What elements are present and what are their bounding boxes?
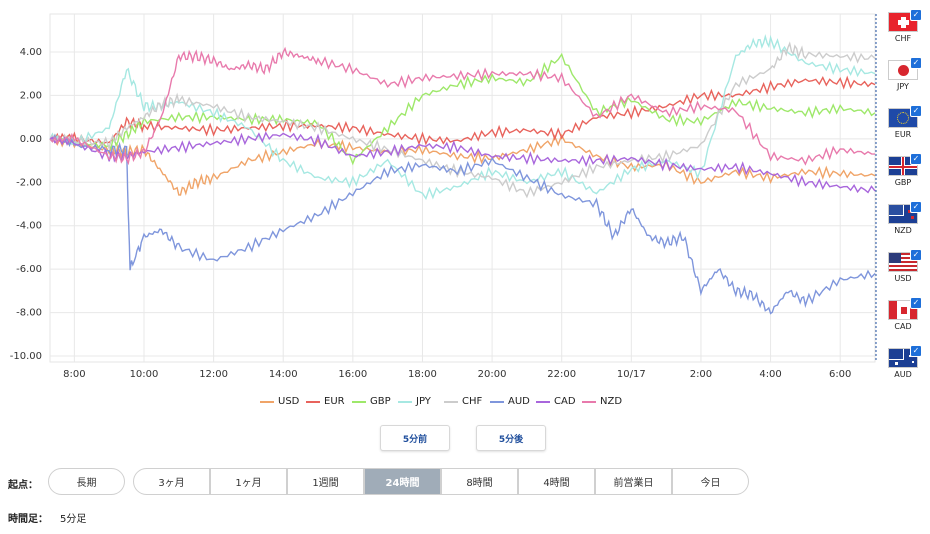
chart-series [49, 33, 876, 315]
prev-5min-button[interactable]: 5分前 [380, 425, 450, 451]
flag-toggle-nzd[interactable]: ✓ NZD [886, 201, 922, 235]
flag-toggle-eur[interactable]: ✓ EUR [886, 105, 922, 139]
legend-item-cad[interactable]: CAD [536, 396, 576, 407]
legend-label: AUD [508, 396, 530, 407]
y-axis-ticks: 4.00 2.00 0.00 -2.00 -4.00 -6.00 -8.00 -10.00 [10, 47, 42, 362]
legend-label: GBP [370, 396, 391, 407]
currency-strength-chart: 4.00 2.00 0.00 -2.00 -4.00 -6.00 -8.00 -10.00 8… [10, 13, 877, 380]
series-line-nzd [49, 46, 876, 166]
legend-item-chf[interactable]: CHF [444, 396, 482, 407]
legend-swatch [398, 400, 412, 403]
checked-icon: ✓ [910, 345, 922, 357]
series-line-cad [49, 131, 876, 194]
legend-swatch [444, 400, 458, 403]
y-tick-label: -4.00 [16, 221, 42, 232]
y-tick-label: 2.00 [20, 90, 42, 101]
legend-item-usd[interactable]: USD [260, 396, 299, 407]
start-label: 起点： [8, 480, 38, 491]
flag-code-label: GBP [894, 178, 912, 187]
legend-label: NZD [600, 396, 623, 407]
interval-label: 時間足： [8, 514, 48, 525]
legend-item-gbp[interactable]: GBP [352, 396, 391, 407]
range-option-button[interactable]: 1ヶ月 [210, 468, 287, 495]
flag-toggle-gbp[interactable]: ✓ GBP [886, 153, 922, 187]
legend-item-nzd[interactable]: NZD [582, 396, 622, 407]
legend-label: JPY [416, 396, 431, 407]
y-tick-label: -10.00 [10, 351, 42, 362]
checked-icon: ✓ [910, 297, 922, 309]
x-tick-label: 20:00 [478, 369, 507, 380]
series-line-gbp [49, 52, 876, 166]
chart-legend: USD EUR GBP JPY CHF AUD CAD NZD [250, 396, 650, 410]
y-tick-label: -6.00 [16, 264, 42, 275]
range-option-button[interactable]: 8時間 [441, 468, 518, 495]
x-tick-label: 10/17 [617, 369, 646, 380]
flag-toggle-aud[interactable]: ✓ AUD [886, 345, 922, 379]
x-tick-label: 4:00 [759, 369, 781, 380]
checked-icon: ✓ [910, 201, 922, 213]
x-axis-ticks: 8:00 10:00 12:00 14:00 16:00 18:00 20:00 22:00 1… [63, 369, 851, 380]
flag-code-label: CHF [894, 34, 912, 43]
x-tick-label: 16:00 [338, 369, 367, 380]
x-tick-label: 10:00 [130, 369, 159, 380]
x-tick-label: 18:00 [408, 369, 437, 380]
series-line-jpy [49, 33, 876, 201]
legend-swatch [582, 400, 596, 403]
series-line-usd [49, 133, 876, 196]
legend-swatch [352, 400, 366, 403]
y-tick-label: -8.00 [16, 308, 42, 319]
legend-label: USD [278, 396, 300, 407]
range-option-button[interactable]: 今日 [672, 468, 749, 495]
flag-code-label: NZD [894, 226, 912, 235]
flag-code-label: USD [894, 274, 912, 283]
legend-item-aud[interactable]: AUD [490, 396, 530, 407]
next-5min-button[interactable]: 5分後 [476, 425, 546, 451]
range-option-button[interactable]: 24時間 [364, 468, 441, 495]
range-option-button[interactable]: 長期 [48, 468, 125, 495]
interval-value: 5分足 [60, 514, 87, 525]
legend-label: CAD [554, 396, 576, 407]
flag-code-label: EUR [894, 130, 912, 139]
legend-swatch [536, 400, 550, 403]
x-tick-label: 22:00 [547, 369, 576, 380]
legend-item-jpy[interactable]: JPY [398, 396, 431, 407]
checked-icon: ✓ [910, 105, 922, 117]
currency-flag-selector: ✓ CHF ✓ JPY ✓ EUR ✓ GBP ✓ NZD ✓ USD ✓ CAD ✓ AUD [876, 8, 930, 388]
y-tick-label: 4.00 [20, 47, 42, 58]
legend-swatch [260, 400, 274, 403]
range-option-button[interactable]: 4時間 [518, 468, 595, 495]
x-tick-label: 8:00 [63, 369, 85, 380]
flag-code-label: JPY [897, 82, 909, 91]
legend-label: CHF [462, 396, 483, 407]
range-option-button[interactable]: 前営業日 [595, 468, 672, 495]
y-tick-label: 0.00 [20, 134, 42, 145]
range-option-button[interactable]: 1週間 [287, 468, 364, 495]
checked-icon: ✓ [910, 57, 922, 69]
flag-toggle-chf[interactable]: ✓ CHF [886, 9, 922, 43]
x-tick-label: 2:00 [690, 369, 712, 380]
checked-icon: ✓ [910, 153, 922, 165]
flag-toggle-usd[interactable]: ✓ USD [886, 249, 922, 283]
x-tick-label: 6:00 [829, 369, 851, 380]
range-option-button[interactable]: 3ヶ月 [133, 468, 210, 495]
flag-code-label: AUD [894, 370, 912, 379]
series-line-aud [49, 133, 876, 315]
flag-toggle-jpy[interactable]: ✓ JPY [886, 57, 922, 91]
series-line-chf [49, 41, 876, 199]
legend-label: EUR [324, 396, 345, 407]
legend-swatch [490, 400, 504, 403]
checked-icon: ✓ [910, 9, 922, 21]
flag-code-label: CAD [894, 322, 912, 331]
y-tick-label: -2.00 [16, 177, 42, 188]
checked-icon: ✓ [910, 249, 922, 261]
legend-swatch [306, 400, 320, 403]
flag-toggle-cad[interactable]: ✓ CAD [886, 297, 922, 331]
x-tick-label: 14:00 [269, 369, 298, 380]
legend-item-eur[interactable]: EUR [306, 396, 345, 407]
x-tick-label: 12:00 [199, 369, 228, 380]
